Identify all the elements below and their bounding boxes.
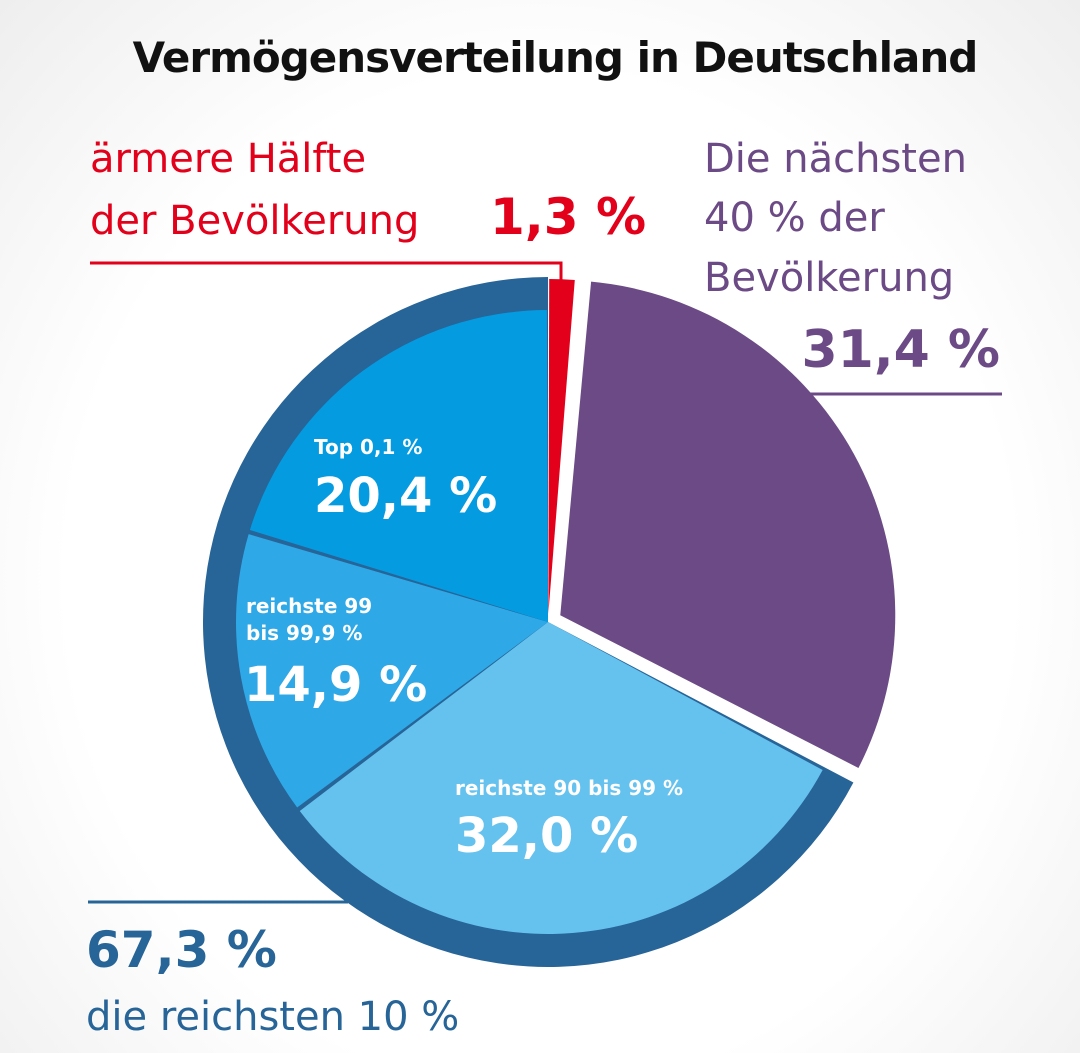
pie-slices — [203, 277, 896, 968]
pie-slice-2 — [560, 281, 896, 768]
next-40-label-line1: Die nächsten — [704, 136, 967, 182]
pie-slice-4 — [236, 534, 548, 808]
rich-99-value: 14,9 % — [244, 657, 427, 713]
chart-title: Vermögensverteilung in Deutschland — [133, 33, 978, 82]
top-0-1-value: 20,4 % — [314, 468, 497, 524]
pie-slice-1 — [548, 279, 575, 615]
next-40-label-line2: 40 % der — [704, 195, 885, 241]
top-0-1-label: Top 0,1 % — [314, 435, 422, 459]
poorer-half-leader — [90, 261, 563, 292]
richest-10-label: die reichsten 10 % — [86, 994, 459, 1040]
leader-lines — [88, 261, 1002, 904]
poorer-half-value: 1,3 % — [490, 188, 646, 246]
richest-10-value: 67,3 % — [86, 921, 277, 979]
rich-90-label: reichste 90 bis 99 % — [455, 776, 683, 800]
rich-99-label-line1: reichste 99 — [246, 594, 372, 618]
poorer-half-label-line1: ärmere Hälfte — [90, 136, 366, 182]
pie-slice-3 — [299, 622, 823, 935]
next-40-value: 31,4 % — [801, 320, 1000, 380]
poorer-half-label-line2: der Bevölkerung — [90, 198, 419, 244]
next-40-label-line3: Bevölkerung — [704, 255, 954, 301]
pie-slice-5 — [249, 310, 549, 622]
rich-99-label-line2: bis 99,9 % — [246, 621, 362, 645]
rich-90-value: 32,0 % — [455, 808, 638, 864]
